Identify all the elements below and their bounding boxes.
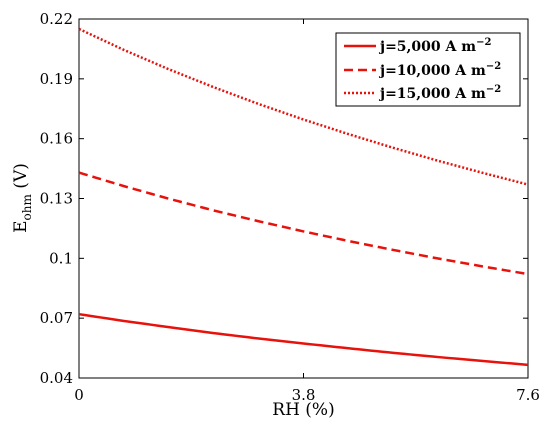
x-tick-label: 0 [74, 386, 84, 404]
series-line-dashed [78, 171, 529, 276]
y-tick-label: 0.07 [40, 309, 73, 327]
legend-label-5000: j=5,000 A m−2 [378, 37, 491, 55]
series-line-solid [78, 312, 529, 367]
y-axis-label-main: E [11, 220, 31, 232]
y-tick-label: 0.19 [40, 70, 73, 88]
y-tick-label: 0.16 [40, 130, 73, 148]
y-tick-label: 0.1 [49, 249, 73, 267]
legend-label-10000: j=10,000 A m−2 [378, 61, 501, 79]
y-axis-label-subscript: ohm [20, 193, 34, 220]
x-tick-label: 3.8 [292, 386, 316, 404]
series-layer [78, 27, 529, 367]
y-tick-label: 0.22 [40, 10, 73, 28]
axis-ticks: 0.04 0.07 0.1 0.13 0.16 0.19 0.22 0 3.8 7.6 [40, 10, 540, 404]
legend: j=5,000 A m−2 j=10,000 A m−2 j=15,000 A … [335, 32, 521, 107]
y-tick-label: 0.13 [40, 190, 73, 208]
x-tick-label: 7.6 [516, 386, 540, 404]
x-axis-label: RH (%) [272, 400, 334, 420]
legend-label-15000: j=15,000 A m−2 [378, 84, 501, 102]
y-axis-label: Eohm (V) [11, 163, 34, 233]
y-axis-label-unit: (V) [11, 163, 31, 194]
y-tick-label: 0.04 [40, 369, 73, 387]
